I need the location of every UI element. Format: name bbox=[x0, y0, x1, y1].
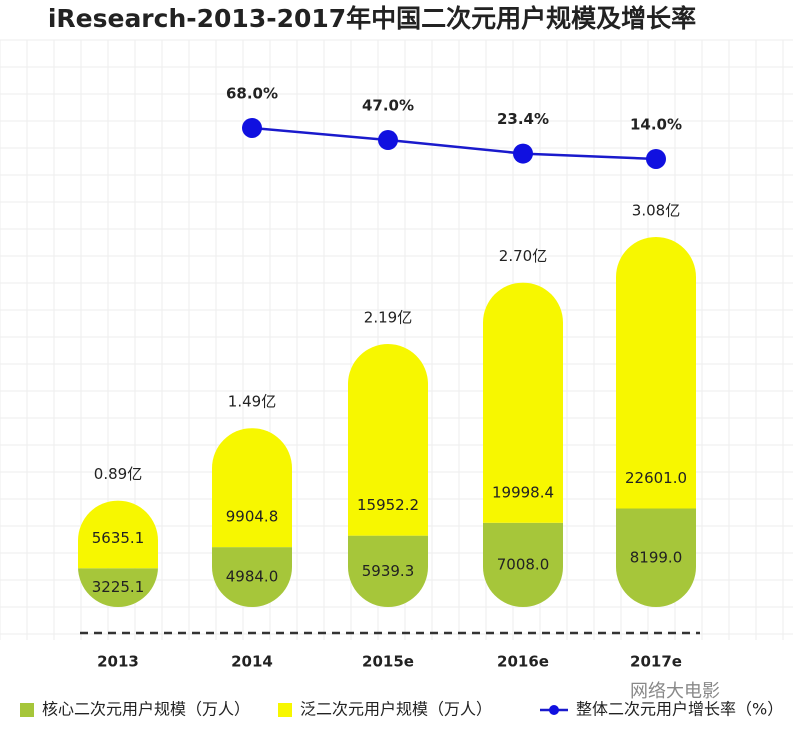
bar-group bbox=[78, 500, 158, 607]
bar-pan bbox=[78, 500, 158, 569]
bar-group bbox=[348, 344, 428, 607]
pan-value-label: 19998.4 bbox=[492, 483, 554, 501]
core-value-label: 5939.3 bbox=[362, 562, 415, 580]
bar-core bbox=[483, 522, 563, 607]
x-tick-label: 2016e bbox=[497, 653, 549, 671]
rate-value-label: 47.0% bbox=[362, 97, 414, 115]
legend-swatch bbox=[278, 703, 292, 717]
x-tick-label: 2017e bbox=[630, 653, 682, 671]
x-tick-label: 2014 bbox=[231, 653, 273, 671]
total-label: 1.49亿 bbox=[228, 393, 276, 411]
legend-swatch bbox=[20, 703, 34, 717]
legend-swatch bbox=[549, 705, 559, 715]
pan-value-label: 5635.1 bbox=[92, 529, 145, 547]
pan-value-label: 9904.8 bbox=[226, 508, 279, 526]
total-label: 0.89亿 bbox=[94, 465, 142, 483]
bar-pan bbox=[348, 344, 428, 536]
total-label: 2.19亿 bbox=[364, 309, 412, 327]
bar-group bbox=[483, 282, 563, 607]
rate-point bbox=[513, 143, 533, 164]
core-value-label: 7008.0 bbox=[497, 555, 550, 573]
bar-pan bbox=[212, 428, 292, 548]
watermark: 网络大电影 bbox=[630, 681, 720, 702]
bar-pan bbox=[616, 237, 696, 509]
rate-line bbox=[251, 126, 657, 161]
legend-label: 整体二次元用户增长率（%） bbox=[576, 700, 783, 719]
bar-pan bbox=[483, 282, 563, 523]
bar-core bbox=[348, 535, 428, 607]
rate-value-label: 68.0% bbox=[226, 84, 278, 102]
core-value-label: 4984.0 bbox=[226, 568, 279, 586]
rate-point bbox=[646, 148, 666, 169]
legend-label: 泛二次元用户规模（万人） bbox=[300, 700, 492, 719]
legend-label: 核心二次元用户规模（万人） bbox=[42, 700, 250, 719]
bar-group bbox=[616, 237, 696, 607]
x-tick-label: 2015e bbox=[362, 653, 414, 671]
rate-value-label: 14.0% bbox=[630, 115, 682, 133]
rate-point bbox=[378, 130, 398, 151]
core-value-label: 8199.0 bbox=[630, 548, 683, 566]
core-value-label: 3225.1 bbox=[92, 578, 145, 596]
chart-title: iResearch-2013-2017年中国二次元用户规模及增长率 bbox=[48, 4, 696, 33]
pan-value-label: 15952.2 bbox=[357, 496, 419, 514]
x-tick-label: 2013 bbox=[97, 653, 139, 671]
rate-point bbox=[242, 117, 262, 138]
rate-value-label: 23.4% bbox=[497, 110, 549, 128]
bar-core bbox=[616, 508, 696, 607]
total-label: 3.08亿 bbox=[632, 202, 680, 220]
pan-value-label: 22601.0 bbox=[625, 469, 687, 487]
total-label: 2.70亿 bbox=[499, 247, 547, 265]
